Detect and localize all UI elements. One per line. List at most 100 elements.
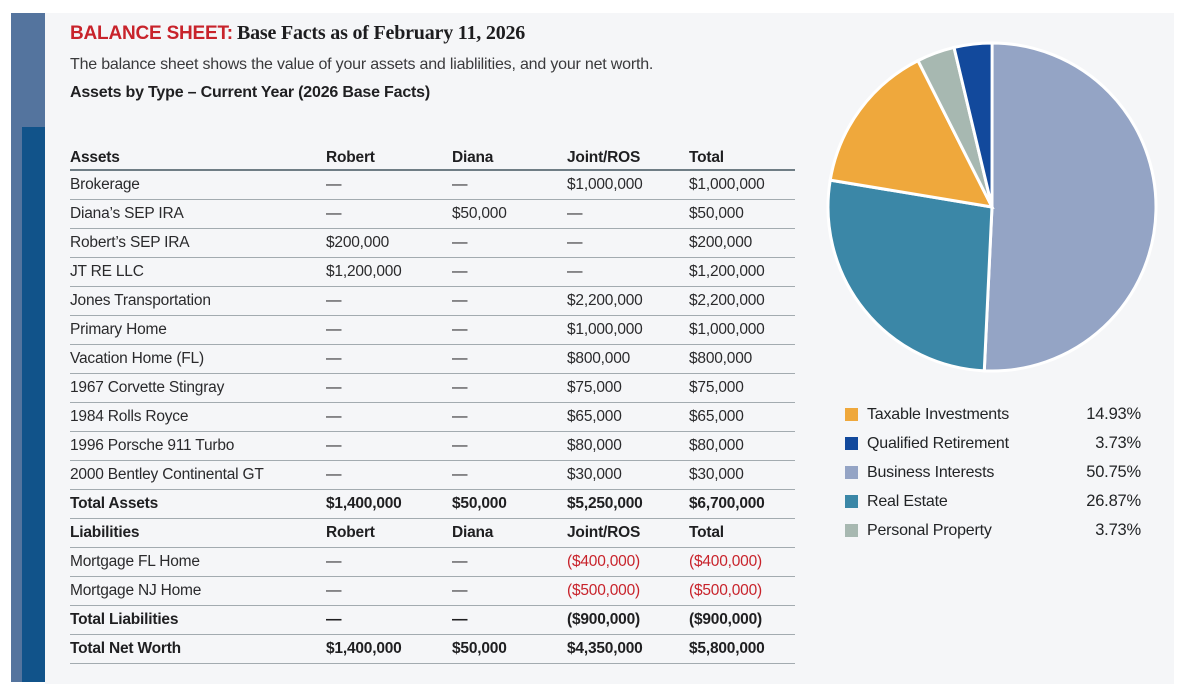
pie-chart-svg: [826, 41, 1158, 373]
table-row: Jones Transportation — — $2,200,000 $2,200,0…: [70, 286, 795, 316]
report-description: The balance sheet shows the value of you…: [70, 56, 654, 73]
row-value-cell: —: [567, 199, 689, 229]
row-value-cell: $5,250,000: [567, 489, 689, 519]
row-label: 2000 Bentley Continental GT: [70, 460, 326, 490]
row-value-cell: $4,350,000: [567, 634, 689, 664]
row-label: JT RE LLC: [70, 257, 326, 287]
row-value-cell: —: [452, 228, 567, 258]
row-value-cell: —: [326, 199, 452, 229]
table-row: Diana’s SEP IRA — $50,000— $50,000: [70, 199, 795, 229]
page-title: BALANCE SHEET: Base Facts as of February …: [70, 22, 525, 45]
legend-label: Business Interests: [867, 463, 995, 481]
table-row: 1967 Corvette Stingray — — $75,000 $75,000: [70, 373, 795, 403]
row-value-cell: ($400,000): [567, 547, 689, 577]
page-title-label: BALANCE SHEET:: [70, 23, 233, 44]
row-value-cell: —: [452, 460, 567, 490]
row-label: Primary Home: [70, 315, 326, 345]
row-value-cell: —: [326, 286, 452, 316]
row-value-cell: $80,000: [567, 431, 689, 461]
pie-slice-real-estate: [826, 178, 994, 373]
row-value-cell: $75,000: [689, 373, 795, 403]
row-value-cell: $30,000: [689, 460, 795, 490]
table-row: Total Assets $1,400,000 $50,000 $5,250,000 $…: [70, 489, 795, 519]
legend-swatch: [845, 466, 858, 479]
row-value-cell: ($500,000): [567, 576, 689, 606]
table-row: JT RE LLC $1,200,000— — $1,200,000: [70, 257, 795, 287]
table-row: Liabilities Robert Diana Joint/ROS Total: [70, 518, 795, 548]
row-value-cell: —: [567, 257, 689, 287]
table-row: Robert’s SEP IRA $200,000— — $200,000: [70, 228, 795, 258]
row-label: Diana’s SEP IRA: [70, 199, 326, 229]
row-label: Total Net Worth: [70, 634, 326, 664]
row-label: 1996 Porsche 911 Turbo: [70, 431, 326, 461]
table-row: Mortgage FL Home — — ($400,000) ($400,000): [70, 547, 795, 577]
table-row: Total Liabilities — — ($900,000) ($900,000): [70, 605, 795, 635]
row-value-cell: —: [326, 170, 452, 200]
legend-value: 3.73%: [1095, 521, 1141, 539]
row-value-cell: $1,000,000: [567, 170, 689, 200]
page-title-subject: Base Facts as of February 11, 2026: [236, 22, 526, 44]
legend-item: Business Interests 50.75%: [845, 458, 1141, 487]
pie-slice-qualified-retirement: [952, 41, 994, 208]
row-value-cell: $6,700,000: [689, 489, 795, 519]
row-value-cell: —: [452, 170, 567, 200]
row-value-cell: —: [452, 402, 567, 432]
row-value-cell: $1,400,000: [326, 634, 452, 664]
legend-swatch: [845, 408, 858, 421]
row-value-cell: —: [452, 257, 567, 287]
row-value-cell: $200,000: [689, 228, 795, 258]
row-value-cell: —: [326, 605, 452, 635]
row-value-cell: $1,000,000: [689, 315, 795, 345]
legend-item: Personal Property 3.73%: [845, 516, 1141, 545]
row-label: Mortgage NJ Home: [70, 576, 326, 606]
table-row: 2000 Bentley Continental GT — — $30,000 $30,…: [70, 460, 795, 490]
row-value-cell: —: [452, 344, 567, 374]
column-header: Joint/ROS: [567, 146, 689, 171]
row-value-cell: —: [326, 373, 452, 403]
row-value-cell: $1,000,000: [567, 315, 689, 345]
legend-label: Taxable Investments: [867, 405, 1010, 423]
legend-item: Taxable Investments 14.93%: [845, 400, 1141, 429]
assets-pie-chart: [822, 37, 1162, 377]
legend-swatch: [845, 495, 858, 508]
row-value-cell: —: [452, 547, 567, 577]
row-label: 1967 Corvette Stingray: [70, 373, 326, 403]
pie-slice-business-interests: [982, 41, 1158, 373]
legend-label: Personal Property: [867, 521, 992, 539]
balance-sheet-report-panel: BALANCE SHEET: Base Facts as of February …: [45, 13, 1174, 684]
legend-value: 50.75%: [1086, 463, 1141, 481]
row-value-cell: —: [326, 460, 452, 490]
row-value-cell: ($400,000): [689, 547, 795, 577]
row-value-cell: $800,000: [689, 344, 795, 374]
pie-chart-legend: Taxable Investments 14.93% Qualified Retir…: [845, 400, 1141, 545]
row-value-cell: ($500,000): [689, 576, 795, 606]
row-value-cell: —: [452, 373, 567, 403]
legend-value: 3.73%: [1095, 434, 1141, 452]
row-value-cell: —: [326, 576, 452, 606]
table-row: Brokerage — — $1,000,000 $1,000,000: [70, 170, 795, 200]
row-value-cell: $80,000: [689, 431, 795, 461]
row-value-cell: $1,400,000: [326, 489, 452, 519]
row-label: Total Liabilities: [70, 605, 326, 635]
row-value-cell: Robert: [326, 518, 452, 548]
row-value-cell: —: [326, 344, 452, 374]
table-row: Primary Home — — $1,000,000 $1,000,000: [70, 315, 795, 345]
legend-item: Qualified Retirement 3.73%: [845, 429, 1141, 458]
row-value-cell: Total: [689, 518, 795, 548]
column-header: Assets: [70, 146, 326, 171]
row-value-cell: —: [326, 547, 452, 577]
row-label: Brokerage: [70, 170, 326, 200]
row-value-cell: —: [326, 315, 452, 345]
row-label: Total Assets: [70, 489, 326, 519]
row-value-cell: —: [452, 431, 567, 461]
row-value-cell: $50,000: [689, 199, 795, 229]
row-value-cell: $200,000: [326, 228, 452, 258]
row-label: Mortgage FL Home: [70, 547, 326, 577]
row-value-cell: $5,800,000: [689, 634, 795, 664]
row-value-cell: —: [452, 286, 567, 316]
legend-swatch: [845, 437, 858, 450]
row-value-cell: $65,000: [689, 402, 795, 432]
legend-item: Real Estate 26.87%: [845, 487, 1141, 516]
left-accent-bar-dark: [22, 127, 45, 682]
row-label: Liabilities: [70, 518, 326, 548]
